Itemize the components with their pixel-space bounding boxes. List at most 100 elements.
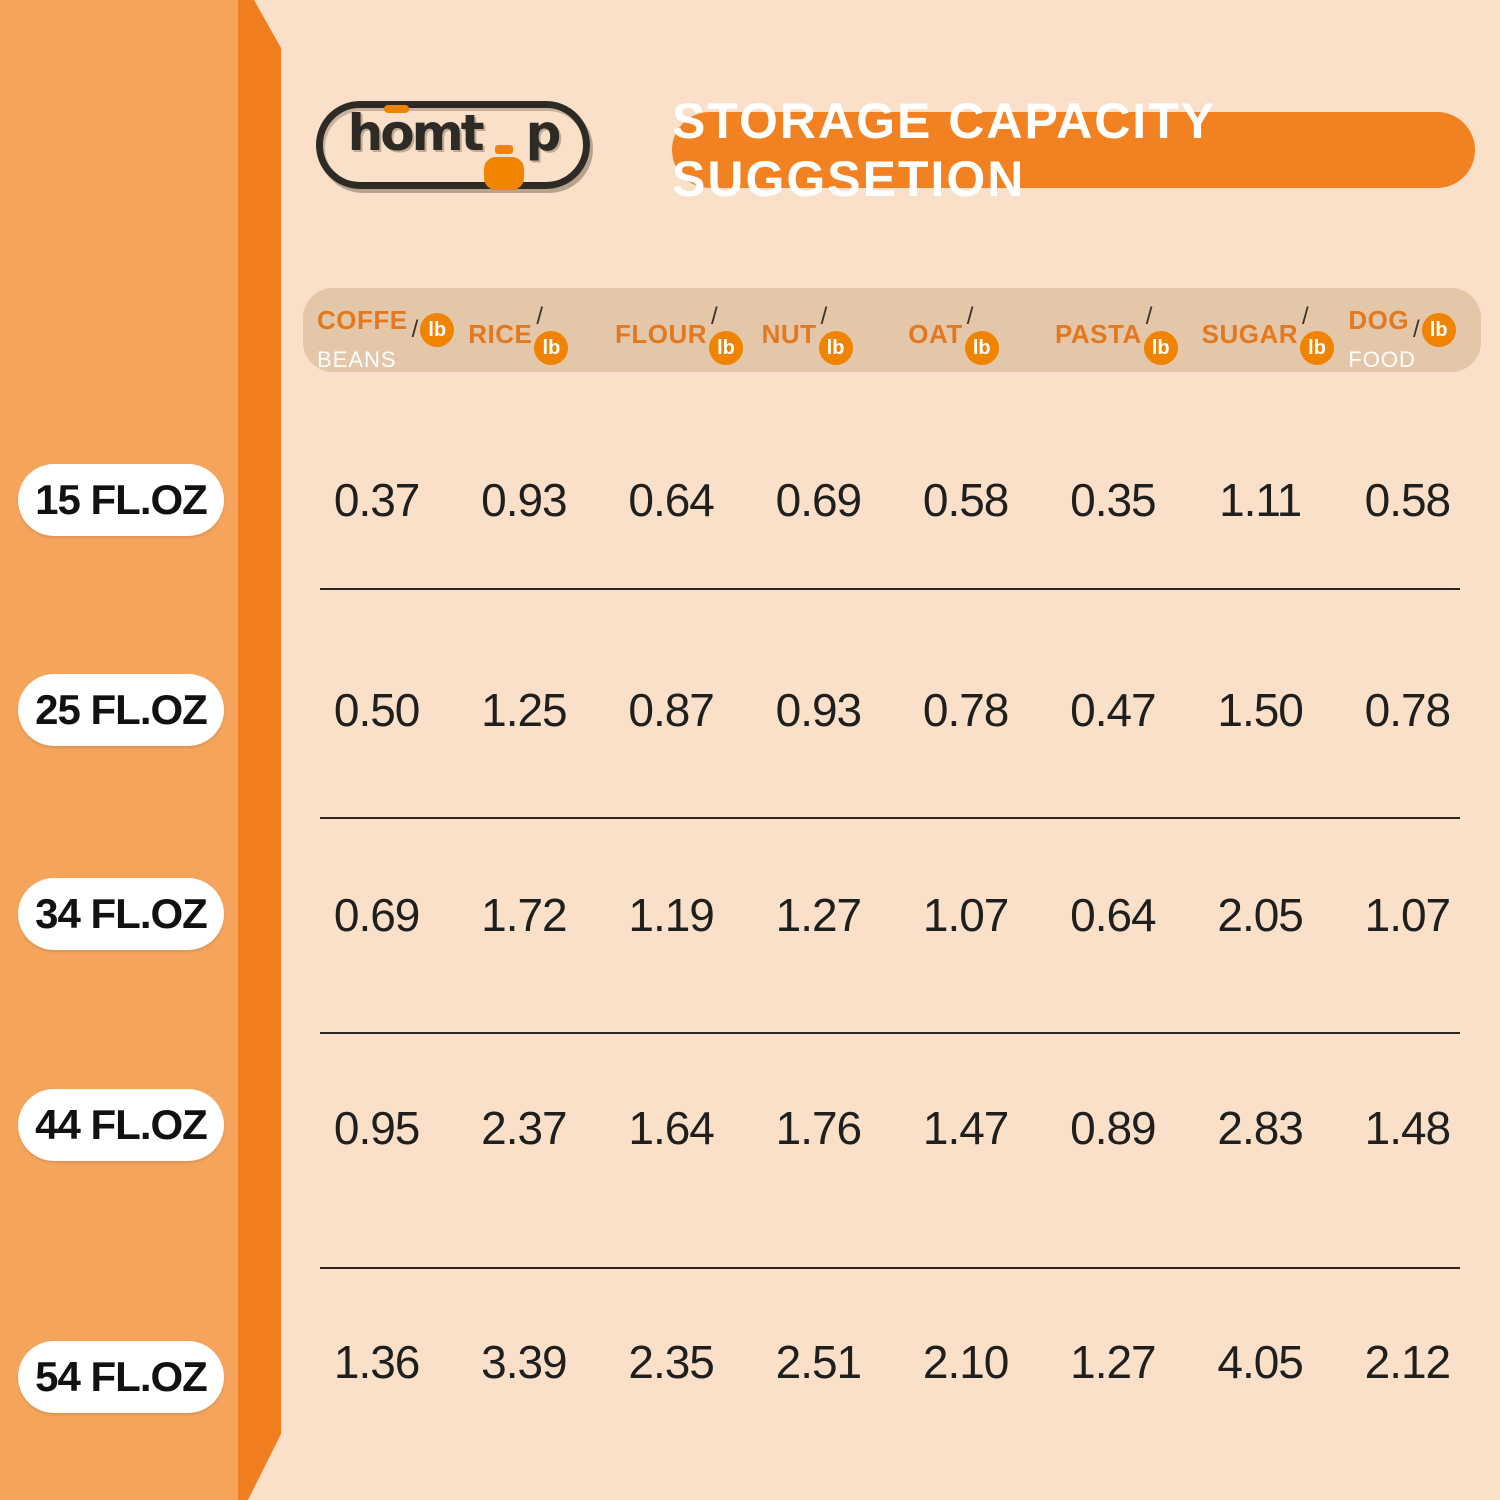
column-header-line: SUGAR / lb [1202, 303, 1335, 365]
side-ribbon [238, 0, 281, 1500]
value-cell: 0.37 [333, 474, 421, 526]
column-name: COFFE [317, 304, 408, 335]
value-cell: 0.89 [1070, 1102, 1157, 1154]
value-cell: 0.95 [333, 1102, 421, 1154]
column-name: DOG [1348, 304, 1410, 335]
value-cell: 1.07 [1364, 889, 1452, 941]
page-title: STORAGE CAPACITY SUGGSETION [672, 93, 1216, 207]
column-name: SUGAR [1201, 318, 1299, 349]
column-header: PASTA / lb [1041, 288, 1188, 373]
column-unit-group: / lb [1143, 303, 1178, 365]
column-unit-group: / lb [818, 303, 853, 365]
value-cell: 0.50 [333, 684, 421, 736]
value-cell: 1.11 [1219, 474, 1302, 526]
column-name: PASTA [1054, 318, 1142, 349]
value-cell: 0.93 [481, 474, 568, 526]
value-cell: 1.36 [333, 1336, 421, 1388]
value-cell: 2.51 [775, 1336, 863, 1388]
logo-letter-o-macron: o [380, 104, 414, 162]
column-header-line: COFFE / lb [317, 303, 455, 347]
column-header: FLOUR / lb [601, 288, 748, 373]
row-label: 54 FL.OZ [35, 1353, 208, 1400]
column-name: OAT [908, 318, 963, 349]
logo-letter: p [525, 104, 562, 162]
table-row: 1.36 3.39 2.35 2.51 2.10 1.27 4.05 2.12 [303, 1317, 1481, 1407]
value-cell: 0.69 [775, 474, 863, 526]
slash-separator: / [711, 303, 718, 330]
column-sub: FOOD [1348, 347, 1416, 372]
slash-separator: / [536, 303, 544, 330]
value-cell: 0.78 [922, 684, 1010, 736]
row-label: 25 FL.OZ [35, 686, 208, 733]
lb-unit-badge: lb [534, 331, 569, 365]
value-cell: 1.72 [481, 889, 568, 941]
value-cell: 2.83 [1217, 1102, 1304, 1154]
row-label: 34 FL.OZ [35, 890, 208, 937]
value-cell: 2.35 [628, 1336, 715, 1388]
value-cell: 1.27 [1070, 1336, 1157, 1388]
value-cell: 0.58 [922, 474, 1010, 526]
size-label-pill: 34 FL.OZ [18, 878, 224, 950]
value-cell: 2.37 [481, 1102, 568, 1154]
size-label-pill: 54 FL.OZ [18, 1341, 224, 1413]
slash-separator: / [820, 303, 828, 330]
column-header: OAT / lb [894, 288, 1041, 373]
table-row: 0.95 2.37 1.64 1.76 1.47 0.89 2.83 1.48 [303, 1083, 1481, 1173]
slash-separator: / [1145, 303, 1153, 330]
column-unit-group: / lb [534, 303, 569, 365]
value-cell: 3.39 [481, 1336, 568, 1388]
value-cell: 2.05 [1217, 889, 1304, 941]
title-banner: STORAGE CAPACITY SUGGSETION [672, 93, 1475, 207]
value-cell: 1.47 [922, 1102, 1010, 1154]
value-cell: 0.47 [1070, 684, 1157, 736]
lb-unit-badge: lb [964, 331, 999, 365]
value-cell: 0.35 [1070, 474, 1157, 526]
lb-unit-badge: lb [420, 313, 455, 347]
row-label: 44 FL.OZ [35, 1101, 208, 1148]
side-band [0, 0, 238, 1500]
jar-icon [483, 145, 524, 190]
row-label: 15 FL.OZ [35, 476, 208, 523]
column-unit-group: / lb [1300, 303, 1335, 365]
lb-unit-badge: lb [1300, 331, 1335, 365]
column-header: DOG / lb FOOD [1334, 288, 1481, 373]
column-header: NUT / lb [748, 288, 895, 373]
column-header: RICE / lb [454, 288, 601, 373]
row-divider [320, 1032, 1460, 1034]
value-cell: 1.50 [1217, 684, 1304, 736]
value-cell: 1.64 [628, 1102, 715, 1154]
jar-body [483, 157, 524, 190]
value-cell: 1.48 [1364, 1102, 1452, 1154]
value-cell: 1.07 [922, 889, 1010, 941]
table-header: COFFE / lb BEANS RICE / lb FLOUR / lb [303, 288, 1481, 372]
column-sub: BEANS [317, 347, 397, 372]
logo-letters: mt [411, 104, 485, 162]
slash-separator: / [1302, 303, 1309, 330]
column-header: COFFE / lb BEANS [303, 288, 455, 373]
table-row: 0.50 1.25 0.87 0.93 0.78 0.47 1.50 0.78 [303, 665, 1481, 755]
slash-separator: / [411, 316, 419, 343]
brand-logo-text: h o mt p [347, 104, 562, 190]
size-label-pill: 44 FL.OZ [18, 1089, 224, 1161]
column-unit-group: / lb [709, 303, 743, 365]
column-header: SUGAR / lb [1188, 288, 1335, 373]
column-name: RICE [468, 318, 533, 349]
column-header-line: PASTA / lb [1055, 303, 1188, 365]
column-name: FLOUR [614, 318, 707, 349]
lb-unit-badge: lb [1421, 313, 1456, 347]
value-cell: 1.76 [775, 1102, 863, 1154]
value-cell: 2.10 [922, 1336, 1010, 1388]
value-cell: 0.64 [628, 474, 715, 526]
value-cell: 0.87 [628, 684, 715, 736]
lb-unit-badge: lb [1143, 331, 1178, 365]
brand-logo: h o mt p [316, 101, 590, 190]
table-row: 0.69 1.72 1.19 1.27 1.07 0.64 2.05 1.07 [303, 870, 1481, 960]
value-cell: 1.19 [628, 889, 715, 941]
column-header-line: FLOUR / lb [615, 303, 748, 365]
column-header-line: NUT / lb [762, 303, 895, 365]
column-unit-group: / lb [410, 313, 455, 347]
logo-letter: h [347, 104, 384, 162]
size-label-pill: 15 FL.OZ [18, 464, 224, 536]
row-divider [320, 1267, 1460, 1269]
